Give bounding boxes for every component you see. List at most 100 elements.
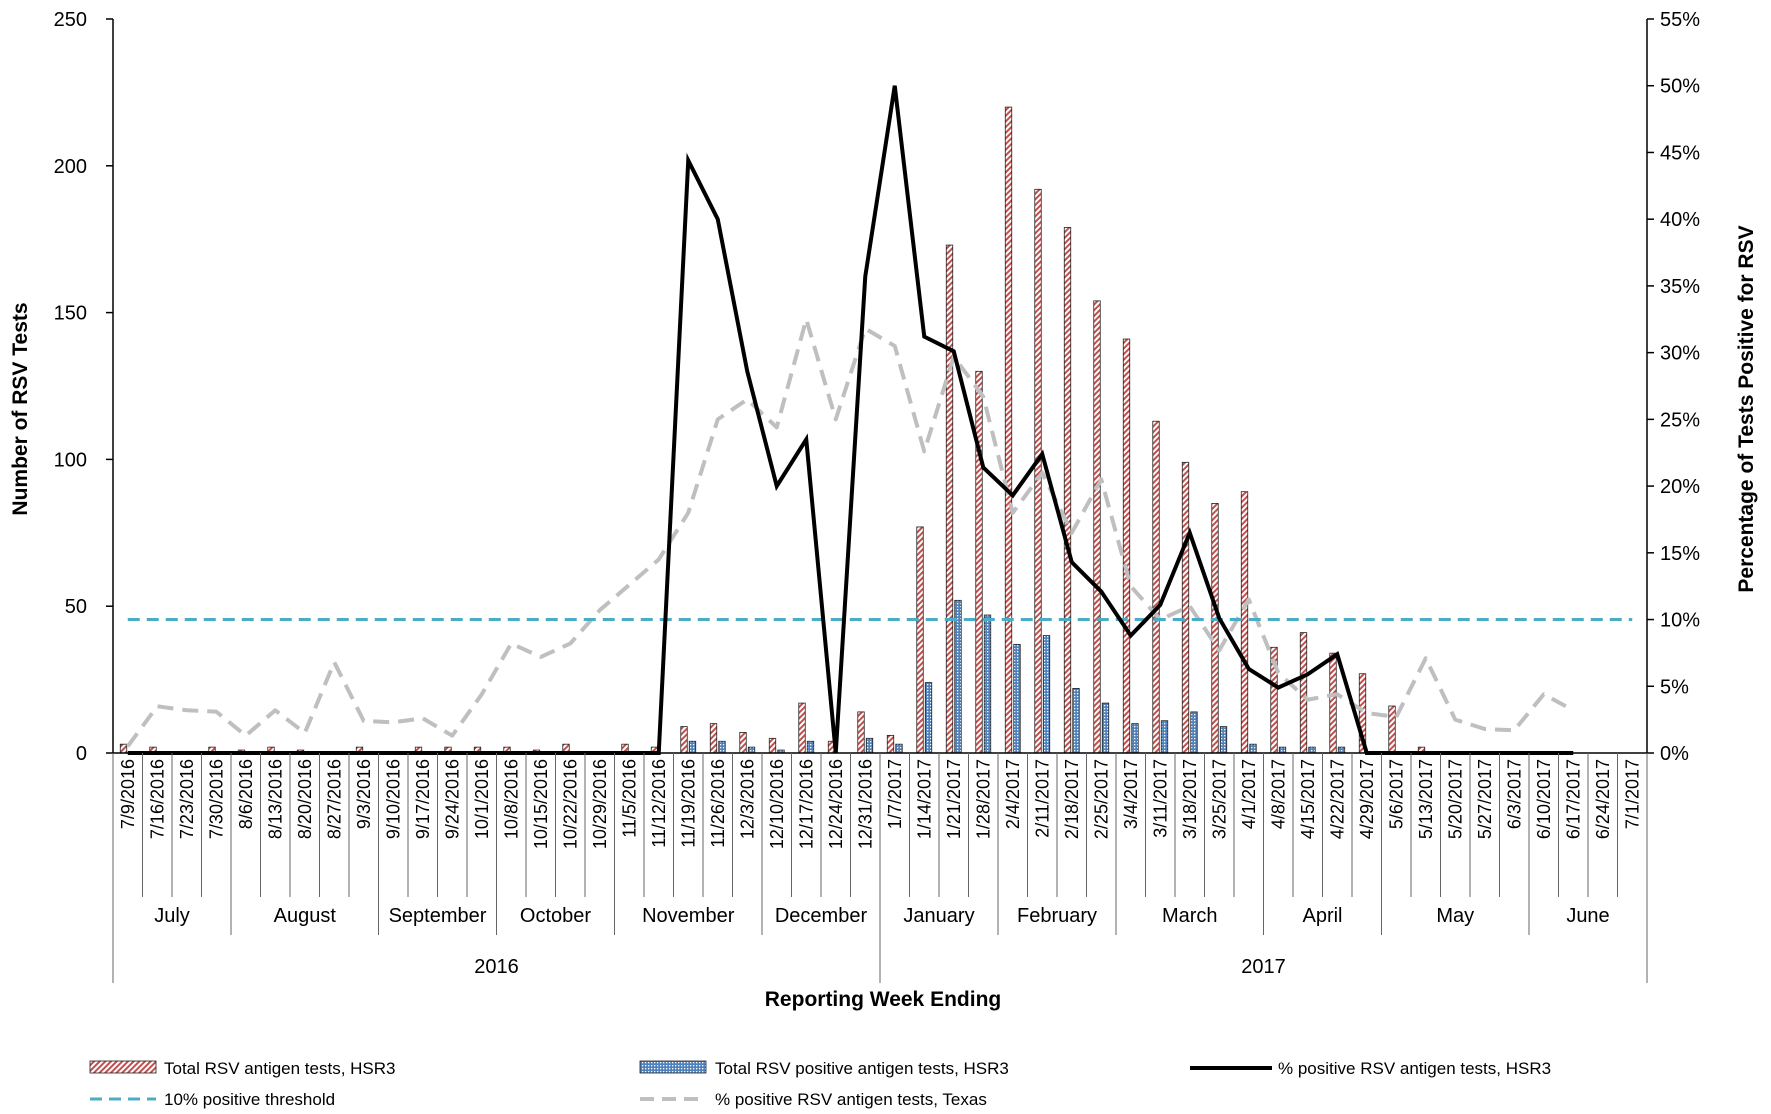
date-tick-label: 9/24/2016 [442,759,462,839]
bar-total-tests [975,370,983,754]
date-tick-label: 3/4/2017 [1121,759,1141,829]
legend-label-positive-tests: Total RSV positive antigen tests, HSR3 [715,1059,1009,1078]
y2-tick-label: 40% [1660,209,1700,231]
category-axis: 7/9/2016 7/16/2016 7/23/2016 7/30/2016 8/6/2… [112,753,1648,983]
bar-positive-tests [1219,726,1228,754]
y-axis-title: Number of RSV Tests [9,302,32,515]
date-tick-label: 4/29/2017 [1357,759,1377,839]
date-tick-label: 1/21/2017 [944,759,964,839]
date-tick-label: 7/30/2016 [206,759,226,839]
y-tick-label: 150 [54,303,87,325]
y-tick-label: 50 [65,596,87,618]
bar-total-tests [1329,652,1337,754]
bar-positive-tests [1190,711,1198,754]
legend-swatch-positive-tests [639,1060,707,1074]
lines-layer [126,85,1633,755]
date-tick-label: 3/25/2017 [1209,759,1229,839]
legend-label-texas-percent: % positive RSV antigen tests, Texas [715,1090,987,1109]
legend-swatch-total-tests [89,1060,157,1074]
line-hsr3-percent [127,85,1574,755]
y2-tick-label: 15% [1660,543,1700,565]
date-tick-label: 3/18/2017 [1180,759,1200,839]
date-tick-label: 5/13/2017 [1416,759,1436,839]
bar-positive-tests [718,740,726,754]
date-tick-label: 11/19/2016 [678,759,698,848]
bar-positive-tests [1042,635,1051,754]
y2-tick-label: 5% [1660,676,1689,698]
bar-total-tests [798,702,806,754]
date-tick-label: 3/11/2017 [1150,759,1170,838]
month-label: January [903,905,974,927]
bar-total-tests [768,737,777,754]
month-label: February [1017,905,1097,927]
date-tick-label: 5/20/2017 [1445,759,1465,839]
y2-axis-title: Percentage of Tests Positive for RSV [1735,225,1758,592]
month-label: June [1566,905,1609,927]
date-tick-label: 7/9/2016 [118,759,138,829]
axes-layer: 0 50 100 150 200 250 0% 5% 10% 15% 20% 25% 30% 35% 40%… [54,9,1701,765]
date-tick-label: 5/27/2017 [1475,759,1495,839]
date-tick-label: 6/3/2017 [1504,759,1524,829]
bar-positive-tests [1160,720,1169,754]
month-label: November [642,905,735,927]
bar-total-tests [739,732,747,754]
bar-total-tests [945,244,954,754]
bar-total-tests [886,734,895,754]
legend-item-texas-percent: % positive RSV antigen tests, Texas [640,1090,987,1109]
x-axis-title: Reporting Week Ending [765,988,1001,1011]
bar-total-tests [1181,461,1190,754]
bar-total-tests [1093,300,1101,754]
bar-total-tests [1034,188,1042,754]
legend-label-threshold: 10% positive threshold [164,1090,335,1109]
bar-total-tests [1299,632,1308,754]
bar-total-tests [1122,338,1131,754]
y2-tick-label: 55% [1660,9,1700,31]
date-tick-label: 10/22/2016 [560,759,580,849]
date-tick-label: 10/15/2016 [531,759,551,849]
bar-positive-tests [954,599,962,754]
legend-label-total-tests: Total RSV antigen tests, HSR3 [164,1059,396,1078]
year-label: 2017 [1241,956,1286,978]
y2-tick-label: 50% [1660,76,1700,98]
y2-tick-label: 10% [1660,610,1700,632]
date-tick-label: 9/10/2016 [383,759,403,839]
bar-positive-tests [924,682,933,754]
month-label: September [389,905,487,927]
date-tick-label: 9/3/2016 [354,759,374,829]
date-tick-label: 11/12/2016 [649,759,669,848]
bar-positive-tests [1337,746,1346,754]
month-label: December [775,905,868,927]
bar-total-tests [680,726,688,754]
date-tick-label: 4/8/2017 [1268,759,1288,829]
date-tick-label: 8/6/2016 [236,759,256,829]
y-tick-label: 250 [54,9,87,31]
y-tick-label: 200 [54,156,87,178]
date-tick-label: 10/8/2016 [501,759,521,839]
bar-positive-tests [983,614,992,754]
bar-positive-tests [895,743,903,754]
legend-label-hsr3-percent: % positive RSV antigen tests, HSR3 [1278,1059,1551,1078]
bar-total-tests [1063,227,1072,754]
bar-total-tests [119,743,128,754]
y2-tick-label: 20% [1660,476,1700,498]
bar-positive-tests [747,746,756,754]
bar-positive-tests [806,740,815,754]
date-tick-label: 10/29/2016 [590,759,610,849]
legend-item-total-tests: Total RSV antigen tests, HSR3 [89,1059,396,1078]
month-label: May [1436,905,1474,927]
date-tick-label: 6/17/2017 [1563,759,1583,839]
date-tick-label: 4/15/2017 [1298,759,1318,839]
bar-total-tests [857,711,865,754]
bars-layer [119,106,1426,754]
bar-positive-tests [1308,746,1316,754]
line-texas-percent [126,317,1575,748]
date-tick-label: 5/6/2017 [1386,759,1406,829]
month-label: August [274,905,337,927]
bar-total-tests [1211,503,1219,754]
y2-tick-label: 0% [1660,743,1689,765]
date-tick-label: 12/17/2016 [796,759,816,849]
bar-positive-tests [865,737,874,754]
bar-positive-tests [1131,723,1139,754]
legend-item-hsr3-percent: % positive RSV antigen tests, HSR3 [1190,1059,1551,1078]
